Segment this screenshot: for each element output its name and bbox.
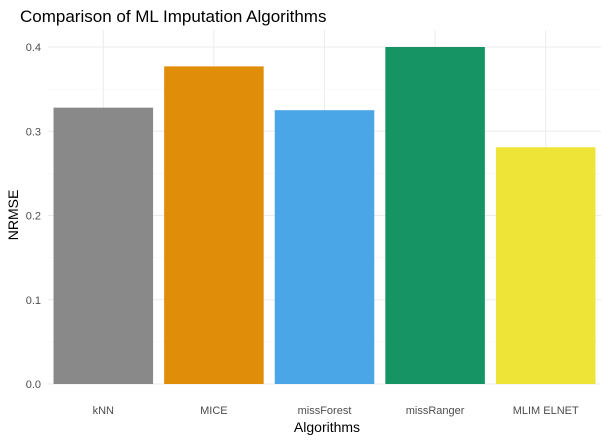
y-tick-label: 0.2 bbox=[26, 211, 41, 223]
bar-missforest bbox=[274, 110, 375, 384]
x-tick-label: missForest bbox=[298, 405, 352, 417]
x-axis-ticks: kNN MICE missForest missRanger MLIM ELNET bbox=[93, 405, 579, 417]
x-tick-label: missRanger bbox=[406, 405, 465, 417]
y-axis-ticks: 0.0 0.1 0.2 0.3 0.4 bbox=[26, 42, 41, 391]
y-tick-label: 0.3 bbox=[26, 126, 41, 138]
bar-knn bbox=[53, 107, 154, 384]
x-tick-label: kNN bbox=[93, 405, 114, 417]
bars bbox=[53, 47, 596, 384]
x-tick-label: MICE bbox=[200, 405, 228, 417]
bar-mlim-elnet bbox=[495, 147, 596, 384]
bar-mice bbox=[164, 66, 264, 384]
y-tick-label: 0.4 bbox=[26, 42, 41, 54]
x-axis-title: Algorithms bbox=[294, 419, 360, 435]
chart-title: Comparison of ML Imputation Algorithms bbox=[20, 7, 326, 26]
y-tick-label: 0.0 bbox=[26, 379, 41, 391]
y-tick-label: 0.1 bbox=[26, 295, 41, 307]
y-axis-title: NRMSE bbox=[5, 190, 21, 241]
x-tick-label: MLIM ELNET bbox=[513, 405, 579, 417]
bar-missranger bbox=[385, 47, 485, 384]
